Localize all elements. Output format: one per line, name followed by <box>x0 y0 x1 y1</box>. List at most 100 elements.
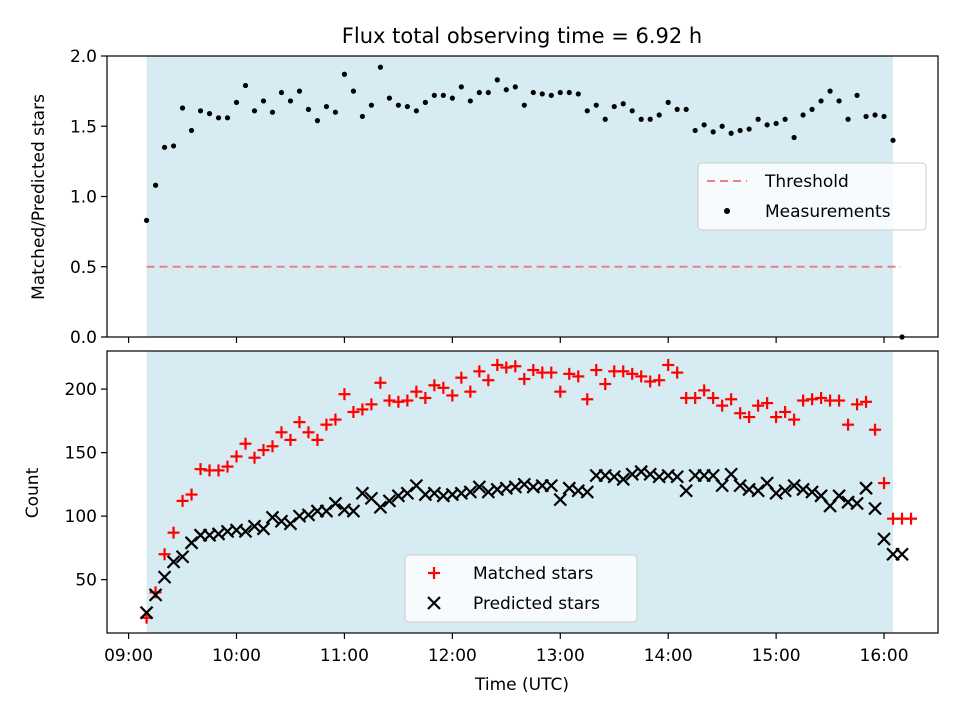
measurement-point <box>350 88 357 94</box>
matched-star-point <box>302 426 315 439</box>
measurement-point <box>386 95 392 101</box>
predicted-star-point <box>778 483 792 498</box>
measurement-point <box>746 126 752 132</box>
matched-star-point <box>761 397 774 410</box>
measurement-point <box>548 92 554 98</box>
top-y-tick-label: 0.5 <box>70 258 97 278</box>
x-tick-label: 15:00 <box>752 646 801 666</box>
legend-matched-swatch <box>428 567 440 579</box>
predicted-star-point <box>382 494 397 508</box>
matched-star-point <box>788 413 801 426</box>
measurement-point <box>359 113 366 120</box>
x-tick-label: 13:00 <box>536 646 585 666</box>
top-y-ticks: 0.0 0.5 1.0 1.5 2.0 <box>70 47 107 348</box>
matched-star-point <box>464 385 477 398</box>
bottom-y-tick-label: 200 <box>65 380 97 400</box>
matched-star-point <box>581 393 594 406</box>
measurement-point <box>602 116 608 122</box>
measurement-point <box>701 122 707 128</box>
measurement-point <box>404 103 410 110</box>
matched-star-point <box>698 384 711 397</box>
matched-star-point <box>158 548 171 561</box>
matched-star-point <box>185 488 198 501</box>
measurement-point <box>341 71 348 77</box>
predicted-star-point <box>463 485 478 499</box>
matched-star-point <box>905 512 918 525</box>
matched-star-point <box>518 372 531 385</box>
bottom-y-tick-label: 100 <box>65 507 97 527</box>
matched-star-point <box>167 526 180 539</box>
matched-star-point <box>338 388 351 401</box>
measurement-points <box>143 64 905 340</box>
matched-star-point <box>689 392 702 404</box>
measurement-point <box>395 102 401 108</box>
predicted-star-point <box>787 478 801 493</box>
matched-star-point <box>347 405 360 418</box>
matched-star-point <box>239 437 252 450</box>
matched-star-point <box>392 395 405 408</box>
x-tick-label: 16:00 <box>860 646 909 666</box>
matched-star-point <box>491 358 504 371</box>
matched-star-point <box>410 385 423 398</box>
predicted-star-point <box>148 588 163 602</box>
measurement-point <box>179 105 186 111</box>
bottom-panel: 50 100 150 200 09:00 10:00 11:00 12:00 13:00 14:… <box>23 350 939 695</box>
x-tick-label: 12:00 <box>428 646 477 666</box>
measurement-point <box>791 134 797 141</box>
matched-star-point <box>527 364 540 377</box>
predicted-star-point <box>139 605 154 620</box>
matched-star-point <box>356 403 369 416</box>
predicted-star-point <box>724 467 738 481</box>
measurement-point <box>827 88 833 94</box>
top-y-tick-label: 0.0 <box>70 328 97 348</box>
matched-star-point <box>806 393 819 406</box>
matched-star-point <box>419 392 432 404</box>
bottom-y-axis-label: Count <box>23 467 43 518</box>
x-tick-label: 09:00 <box>104 646 153 666</box>
matched-star-point <box>869 423 882 436</box>
measurement-point <box>152 182 159 188</box>
predicted-star-point <box>157 570 172 584</box>
measurement-point <box>476 89 482 96</box>
measurement-point <box>278 89 285 96</box>
measurement-point <box>557 89 563 96</box>
measurement-point <box>521 102 527 108</box>
matched-star-point <box>635 370 648 383</box>
matched-star-point <box>275 426 288 439</box>
measurement-point <box>881 113 887 120</box>
measurement-point <box>593 102 599 108</box>
predicted-star-point <box>859 481 873 495</box>
measurement-point <box>674 106 680 112</box>
matched-star-point <box>554 385 567 398</box>
bottom-plot-frame <box>106 350 939 634</box>
measurement-point <box>845 116 851 122</box>
matched-star-point <box>833 394 846 407</box>
measurement-point <box>512 84 518 90</box>
matched-star-point <box>671 366 684 379</box>
predicted-star-point <box>850 496 864 511</box>
measurement-point <box>836 98 842 104</box>
measurement-point <box>611 103 617 110</box>
legend-predicted-swatch <box>427 596 441 610</box>
top-y-axis-label: Matched/Predicted stars <box>29 94 49 300</box>
measurement-point <box>665 99 671 105</box>
predicted-star-point <box>832 489 846 503</box>
measurement-point <box>755 116 761 122</box>
measurement-point <box>161 144 168 150</box>
matched-star-point <box>176 494 189 507</box>
matched-star-point <box>473 365 486 378</box>
predicted-star-point <box>805 485 819 499</box>
matched-star-point <box>311 433 324 446</box>
x-tick-label: 11:00 <box>320 646 369 666</box>
measurement-point <box>449 95 455 101</box>
predicted-star-point <box>616 472 631 487</box>
matched-star-point <box>194 463 207 476</box>
measurement-point <box>368 102 375 108</box>
matched-star-point <box>374 376 387 389</box>
matched-star-point <box>455 371 468 384</box>
predicted-star-point <box>580 485 595 499</box>
chart-title: Flux total observing time = 6.92 h <box>342 24 702 48</box>
bottom-y-tick-label: 150 <box>65 444 97 464</box>
measurement-point <box>647 116 653 122</box>
